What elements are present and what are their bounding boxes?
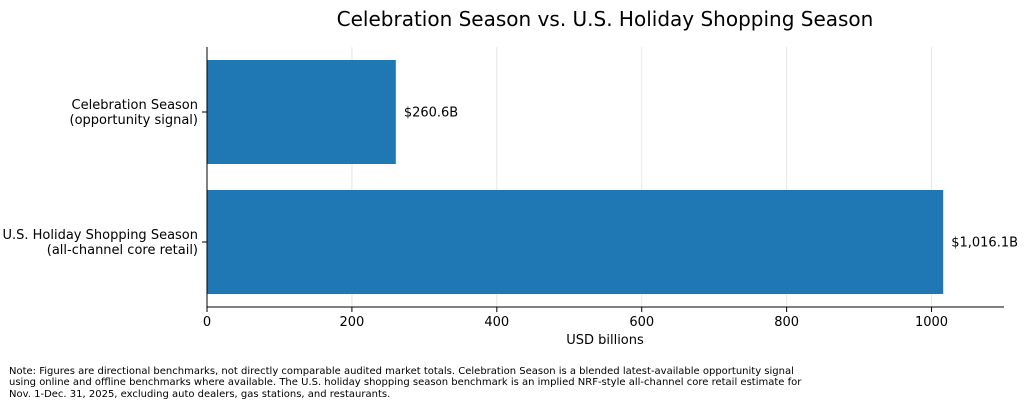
value-label: $260.6B xyxy=(404,106,458,121)
x-ticks: 0 200 400 600 800 1000 xyxy=(203,307,948,330)
x-tick-label: 400 xyxy=(484,315,509,330)
x-tick-label: 800 xyxy=(774,315,799,330)
bar xyxy=(207,190,944,294)
y-category-label-line: (all-channel core retail) xyxy=(47,243,198,258)
y-category-label-line: Celebration Season xyxy=(72,98,198,113)
y-category-label: U.S. Holiday Shopping Season (all-channel… xyxy=(2,228,198,258)
x-tick-label: 0 xyxy=(203,315,211,330)
chart-title: Celebration Season vs. U.S. Holiday Shop… xyxy=(337,7,874,31)
footnote-line: Nov. 1-Dec. 31, 2025, excluding auto dea… xyxy=(9,388,391,400)
footnote-line: using online and offline benchmarks wher… xyxy=(9,377,802,389)
y-category-label: Celebration Season (opportunity signal) xyxy=(70,98,198,128)
x-tick-label: 600 xyxy=(629,315,654,330)
footnote-line: Note: Figures are directional benchmarks… xyxy=(9,366,794,377)
x-tick-label: 1000 xyxy=(915,315,948,330)
value-label: $1,016.1B xyxy=(951,236,1018,251)
value-labels: $260.6B $1,016.1B xyxy=(404,106,1018,251)
bar xyxy=(207,60,396,164)
y-category-labels: Celebration Season (opportunity signal) U.… xyxy=(2,98,207,258)
bars xyxy=(207,60,944,294)
axes xyxy=(206,47,1004,308)
y-category-label-line: (opportunity signal) xyxy=(70,113,198,128)
x-tick-label: 200 xyxy=(339,315,364,330)
footnote: Note: Figures are directional benchmarks… xyxy=(9,366,1009,400)
y-category-label-line: U.S. Holiday Shopping Season xyxy=(2,228,198,243)
x-axis-label: USD billions xyxy=(566,333,644,348)
